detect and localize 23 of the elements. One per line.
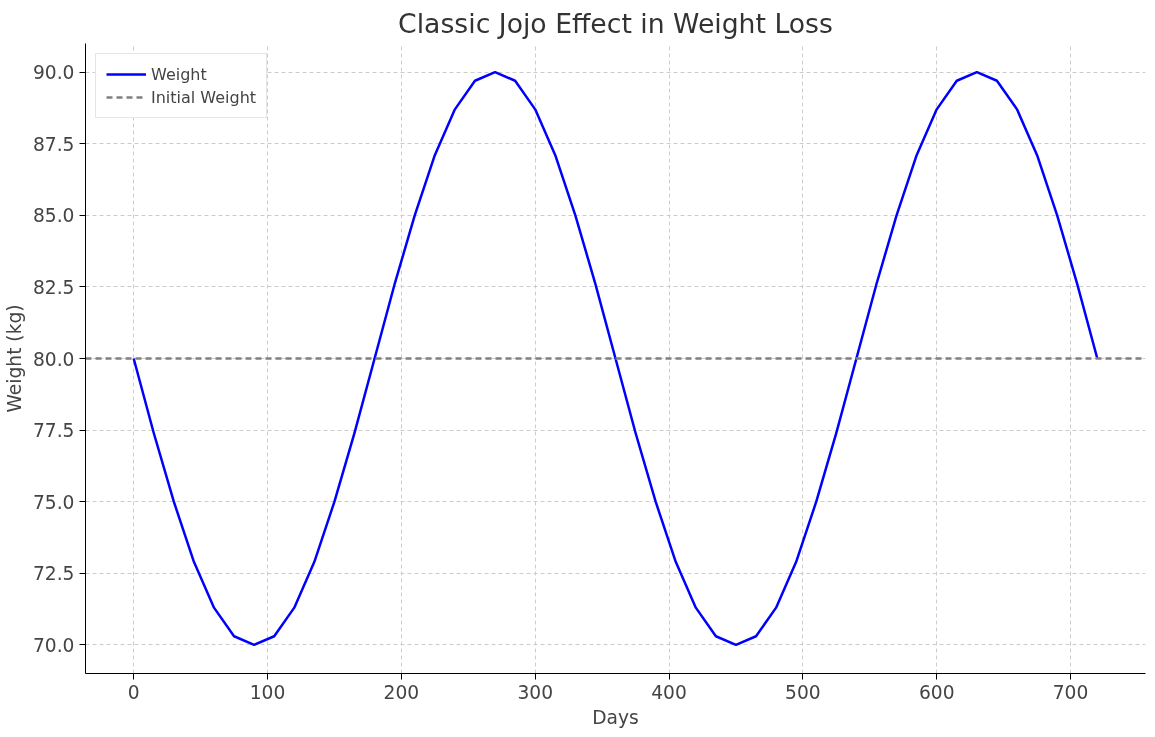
y-tick-label: 90.0 [32,62,75,84]
y-tick-label: 72.5 [32,563,75,585]
x-tick-label: 400 [651,681,687,703]
y-tick-label: 70.0 [32,634,75,656]
x-tick-label: 0 [127,681,140,703]
y-tick-label: 80.0 [32,348,75,370]
line-series [132,70,1099,647]
y-tick-label: 75.0 [32,491,75,513]
y-tick-label: 85.0 [32,205,75,227]
legend-label: Weight [151,64,207,84]
x-tick-label: 500 [785,681,821,703]
x-tick-label: 700 [1052,681,1089,703]
y-axis-title: Weight (kg) [3,304,25,413]
chart-title: Classic Jojo Effect in Weight Loss [398,7,833,39]
y-tick-label: 87.5 [32,133,75,155]
x-tick-label: 600 [918,681,955,703]
y-tick-label: 77.5 [32,420,75,442]
y-tick-label: 82.5 [32,276,75,298]
x-axis-title: Days [592,706,639,728]
x-tick-label: 200 [383,681,420,703]
legend-label: Initial Weight [151,87,257,107]
x-tick-label: 100 [249,681,286,703]
x-tick-label: 300 [517,681,553,703]
